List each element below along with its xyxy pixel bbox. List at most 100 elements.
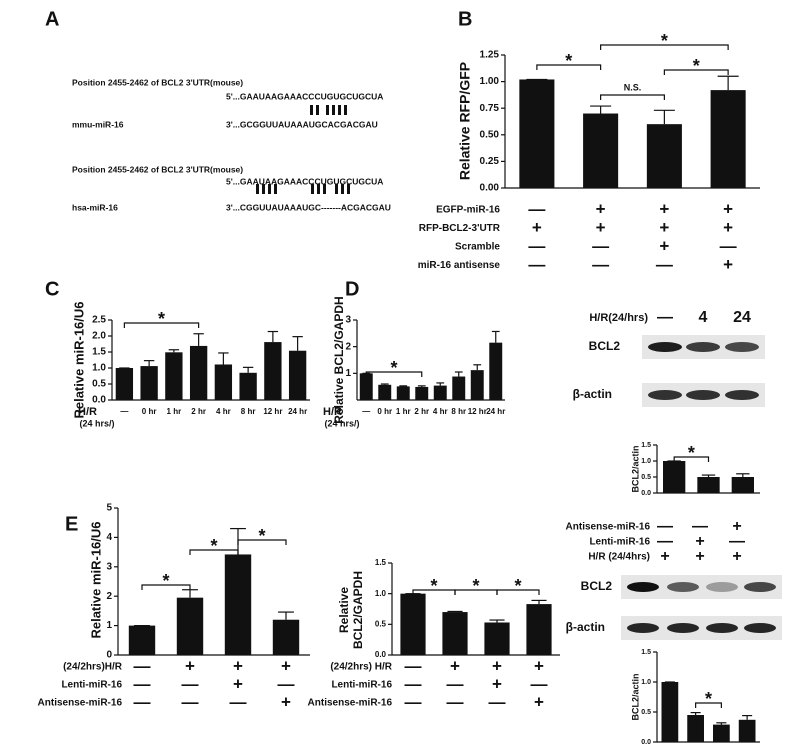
blot-band [706, 582, 738, 592]
bar [663, 461, 686, 493]
condition-mark: — [405, 656, 422, 675]
bar [489, 342, 503, 400]
bar [400, 593, 426, 655]
band-label: BCL2 [581, 579, 613, 593]
significance-label: * [705, 689, 712, 709]
condition-mark: — [592, 255, 609, 274]
y-tick-label: 0.75 [480, 103, 500, 114]
condition-mark: + [723, 218, 733, 237]
bar [442, 612, 468, 655]
significance-label: * [158, 309, 165, 329]
bar [697, 477, 720, 493]
x-axis-title: (24 hrs/) [324, 418, 359, 428]
condition-mark: — [531, 674, 548, 693]
mirna-name: hsa-miR-16 [72, 202, 118, 212]
significance-bracket [189, 549, 239, 555]
bar [128, 625, 156, 655]
y-axis-title: Relative BCL2/GAPDH [332, 296, 346, 423]
blot-band [648, 390, 682, 400]
y-tick-label: 1.00 [480, 76, 500, 87]
condition-mark: — [134, 692, 151, 711]
condition-mark: + [281, 692, 291, 711]
significance-bracket [695, 702, 722, 708]
y-tick-label: 2 [345, 341, 351, 352]
pairing-marks [256, 105, 350, 194]
blot-band [744, 582, 776, 592]
condition-mark: + [596, 218, 606, 237]
y-axis-title: BCL2/GAPDH [351, 571, 365, 649]
x-tick-label: 2 hr [414, 407, 429, 416]
significance-bracket [600, 94, 665, 100]
condition-mark: + [532, 218, 542, 237]
y-tick-label: 0.5 [641, 474, 651, 481]
significance-label: * [390, 358, 397, 378]
blot-band [686, 342, 720, 352]
y-axis-title: BCL2/actin [630, 445, 640, 492]
significance-bracket [496, 589, 540, 595]
blot-band [648, 342, 682, 352]
condition-mark: + [723, 199, 733, 218]
x-axis-title: H/R [78, 406, 97, 418]
condition-label: EGFP-miR-16 [436, 205, 500, 216]
significance-bracket [123, 322, 200, 328]
condition-mark: — [134, 674, 151, 693]
y-tick-label: 0 [106, 650, 112, 661]
x-tick-label: — [120, 407, 128, 416]
significance-label: * [430, 576, 437, 596]
y-tick-label: 4 [106, 532, 112, 543]
bar [661, 682, 679, 742]
condition-label: Antisense-miR-16 [308, 698, 393, 709]
band-label: BCL2 [589, 339, 621, 353]
condition-label: miR-16 antisense [418, 260, 501, 271]
y-tick-label: 1.0 [92, 363, 106, 374]
panel-label: E [65, 513, 78, 535]
condition-mark: — [692, 518, 708, 535]
target-sequence: 5'...GAAUAAGAAACCCUGUGCUGCUA [226, 91, 383, 101]
blot-band [667, 623, 699, 633]
blot-band [744, 623, 776, 633]
condition-mark: — [729, 533, 745, 550]
condition-mark: — [447, 692, 464, 711]
bar [224, 554, 252, 655]
bar [396, 386, 410, 400]
bar [239, 372, 257, 400]
bar [484, 622, 510, 655]
condition-mark: + [596, 199, 606, 218]
lane-label: — [657, 309, 673, 326]
bar [713, 724, 730, 742]
x-tick-label: 8 hr [241, 407, 256, 416]
y-tick-label: 0.0 [92, 395, 106, 406]
condition-mark: — [278, 674, 295, 693]
mirna-sequence: 3'...CGGUUAUAAAUGC-------ACGACGAU [226, 202, 391, 212]
condition-mark: + [732, 548, 741, 565]
condition-mark: + [450, 656, 460, 675]
x-tick-label: 12 hr [468, 407, 487, 416]
y-tick-label: 1.5 [641, 649, 651, 656]
condition-mark: — [528, 255, 545, 274]
significance-label: N.S. [624, 82, 642, 92]
condition-label: H/R (24/4hrs) [588, 552, 650, 563]
condition-label: (24/2hrs) H/R [330, 662, 392, 673]
y-tick-label: 1.0 [641, 679, 651, 686]
x-tick-label: 0 hr [142, 407, 157, 416]
x-tick-label: — [362, 407, 370, 416]
bar [731, 477, 754, 493]
y-tick-label: 5 [106, 503, 112, 514]
blot-band [667, 582, 699, 592]
bar [359, 373, 373, 400]
y-tick-label: 0.5 [92, 379, 106, 390]
bar [710, 90, 746, 188]
significance-bracket [663, 69, 729, 75]
condition-mark: + [723, 255, 733, 274]
y-axis-title: Relative miR-16/U6 [88, 521, 103, 638]
condition-mark: — [134, 656, 151, 675]
y-axis-title: Relative RFP/GFP [457, 62, 473, 180]
y-tick-label: 1.5 [375, 558, 387, 567]
significance-bracket [673, 456, 710, 462]
lane-label: 4 [699, 309, 708, 326]
bar [140, 366, 158, 400]
significance-label: * [565, 51, 572, 71]
y-tick-label: 0.5 [375, 619, 387, 628]
significance-label: * [514, 576, 521, 596]
